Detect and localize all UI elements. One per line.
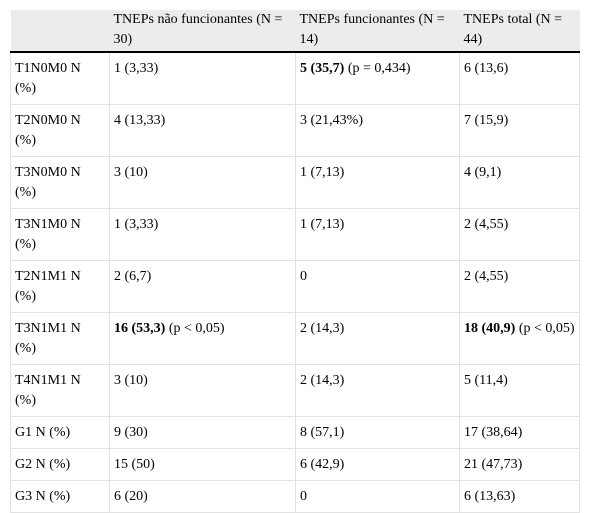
cell-total: 2 (4,55) <box>459 208 580 261</box>
cell-text: 7 (15,9) <box>464 113 509 128</box>
cell-non-functioning: 4 (13,33) <box>109 104 296 157</box>
cell-text: (p < 0,05) <box>165 321 225 336</box>
cell-non-functioning: 3 (10) <box>109 364 296 417</box>
table-row: T3N1M1 N (%) 16 (53,3) (p < 0,05) 2 (14,… <box>10 312 580 365</box>
cell-text: 6 (13,6) <box>464 61 509 76</box>
table-row: T2N0M0 N (%) 4 (13,33) 3 (21,43%) 7 (15,… <box>10 104 580 157</box>
cell-text: 9 (30) <box>114 425 148 440</box>
cell-text: 0 <box>300 489 307 504</box>
row-label: T2N0M0 N (%) <box>10 104 110 157</box>
cell-text: 1 (3,33) <box>114 61 159 76</box>
cell-bold: 5 (35,7) <box>300 61 345 76</box>
cell-bold: 16 (53,3) <box>114 321 166 336</box>
cell-non-functioning: 3 (10) <box>109 156 296 209</box>
row-label: T3N1M1 N (%) <box>10 312 110 365</box>
cell-total: 6 (13,63) <box>459 480 580 513</box>
table-container: TNEPs não funcionantes (N = 30) TNEPs fu… <box>10 10 580 513</box>
table-row: T2N1M1 N (%) 2 (6,7) 0 2 (4,55) <box>10 260 580 313</box>
cell-non-functioning: 9 (30) <box>109 416 296 449</box>
table-row: G2 N (%) 15 (50) 6 (42,9) 21 (47,73) <box>10 448 580 481</box>
row-label: T3N1M0 N (%) <box>10 208 110 261</box>
cell-functioning: 0 <box>295 480 460 513</box>
row-label: T4N1M1 N (%) <box>10 364 110 417</box>
header-cell-functioning: TNEPs funcionantes (N = 14) <box>295 10 460 53</box>
cell-text: 2 (4,55) <box>464 217 509 232</box>
cell-text: 2 (6,7) <box>114 269 152 284</box>
cell-total: 17 (38,64) <box>459 416 580 449</box>
cell-text: (p < 0,05) <box>515 321 575 336</box>
cell-non-functioning: 15 (50) <box>109 448 296 481</box>
header-row: TNEPs não funcionantes (N = 30) TNEPs fu… <box>10 10 580 53</box>
cell-text: 8 (57,1) <box>300 425 345 440</box>
cell-functioning: 6 (42,9) <box>295 448 460 481</box>
cell-text: 1 (3,33) <box>114 217 159 232</box>
cell-text: 0 <box>300 269 307 284</box>
cell-text: 17 (38,64) <box>464 425 523 440</box>
cell-total: 6 (13,6) <box>459 52 580 105</box>
row-label: T2N1M1 N (%) <box>10 260 110 313</box>
row-label: G3 N (%) <box>10 480 110 513</box>
cell-text: 1 (7,13) <box>300 217 345 232</box>
header-cell-non-functioning: TNEPs não funcionantes (N = 30) <box>109 10 296 53</box>
table-row: T4N1M1 N (%) 3 (10) 2 (14,3) 5 (11,4) <box>10 364 580 417</box>
cell-text: 3 (10) <box>114 373 148 388</box>
cell-text: 5 (11,4) <box>464 373 508 388</box>
cell-total: 5 (11,4) <box>459 364 580 417</box>
cell-functioning: 0 <box>295 260 460 313</box>
cell-functioning: 5 (35,7) (p = 0,434) <box>295 52 460 105</box>
table-row: G1 N (%) 9 (30) 8 (57,1) 17 (38,64) <box>10 416 580 449</box>
cell-text: 6 (42,9) <box>300 457 345 472</box>
row-label: T3N0M0 N (%) <box>10 156 110 209</box>
table-row: T1N0M0 N (%) 1 (3,33) 5 (35,7) (p = 0,43… <box>10 52 580 105</box>
cell-functioning: 1 (7,13) <box>295 156 460 209</box>
row-label: G2 N (%) <box>10 448 110 481</box>
cell-text: 21 (47,73) <box>464 457 523 472</box>
cell-non-functioning: 16 (53,3) (p < 0,05) <box>109 312 296 365</box>
cell-total: 18 (40,9) (p < 0,05) <box>459 312 580 365</box>
cell-text: 1 (7,13) <box>300 165 345 180</box>
cell-total: 2 (4,55) <box>459 260 580 313</box>
cell-non-functioning: 1 (3,33) <box>109 208 296 261</box>
row-label: T1N0M0 N (%) <box>10 52 110 105</box>
cell-text: 6 (20) <box>114 489 148 504</box>
cell-non-functioning: 6 (20) <box>109 480 296 513</box>
cell-functioning: 2 (14,3) <box>295 312 460 365</box>
data-table: TNEPs não funcionantes (N = 30) TNEPs fu… <box>10 10 580 513</box>
header-cell-empty <box>10 10 110 53</box>
cell-functioning: 2 (14,3) <box>295 364 460 417</box>
cell-text: 3 (21,43%) <box>300 113 363 128</box>
cell-text: 2 (4,55) <box>464 269 509 284</box>
cell-total: 21 (47,73) <box>459 448 580 481</box>
cell-non-functioning: 1 (3,33) <box>109 52 296 105</box>
cell-text: 4 (13,33) <box>114 113 166 128</box>
table-row: G3 N (%) 6 (20) 0 6 (13,63) <box>10 480 580 513</box>
cell-functioning: 3 (21,43%) <box>295 104 460 157</box>
table-row: T3N0M0 N (%) 3 (10) 1 (7,13) 4 (9,1) <box>10 156 580 209</box>
row-label: G1 N (%) <box>10 416 110 449</box>
cell-functioning: 1 (7,13) <box>295 208 460 261</box>
cell-total: 7 (15,9) <box>459 104 580 157</box>
cell-text: 6 (13,63) <box>464 489 516 504</box>
cell-text: 4 (9,1) <box>464 165 502 180</box>
cell-text: 15 (50) <box>114 457 155 472</box>
cell-functioning: 8 (57,1) <box>295 416 460 449</box>
cell-bold: 18 (40,9) <box>464 321 516 336</box>
cell-text: (p = 0,434) <box>344 61 411 76</box>
cell-non-functioning: 2 (6,7) <box>109 260 296 313</box>
cell-total: 4 (9,1) <box>459 156 580 209</box>
header-cell-total: TNEPs total (N = 44) <box>459 10 580 53</box>
cell-text: 2 (14,3) <box>300 321 345 336</box>
cell-text: 2 (14,3) <box>300 373 345 388</box>
table-row: T3N1M0 N (%) 1 (3,33) 1 (7,13) 2 (4,55) <box>10 208 580 261</box>
cell-text: 3 (10) <box>114 165 148 180</box>
